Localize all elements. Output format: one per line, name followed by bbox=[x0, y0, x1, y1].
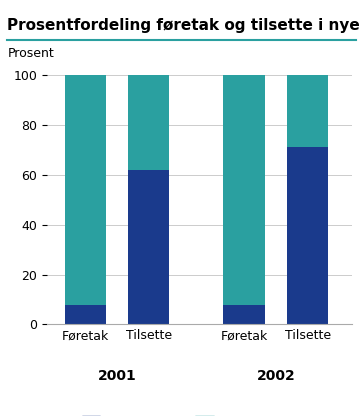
Legend: Eigarskifte, Nyetableringar: Eigarskifte, Nyetableringar bbox=[77, 411, 323, 416]
Text: Prosent: Prosent bbox=[7, 47, 54, 60]
Text: 2001: 2001 bbox=[98, 369, 136, 384]
Text: Prosentfordeling føretak og tilsette i nye føretak: Prosentfordeling føretak og tilsette i n… bbox=[7, 18, 363, 33]
Bar bbox=[224, 75, 265, 305]
Bar bbox=[128, 170, 170, 324]
Bar bbox=[287, 147, 328, 324]
Text: 2002: 2002 bbox=[257, 369, 295, 384]
Bar bbox=[287, 75, 328, 147]
Bar bbox=[224, 305, 265, 324]
Bar bbox=[65, 305, 106, 324]
Bar bbox=[65, 75, 106, 305]
Bar bbox=[128, 75, 170, 170]
